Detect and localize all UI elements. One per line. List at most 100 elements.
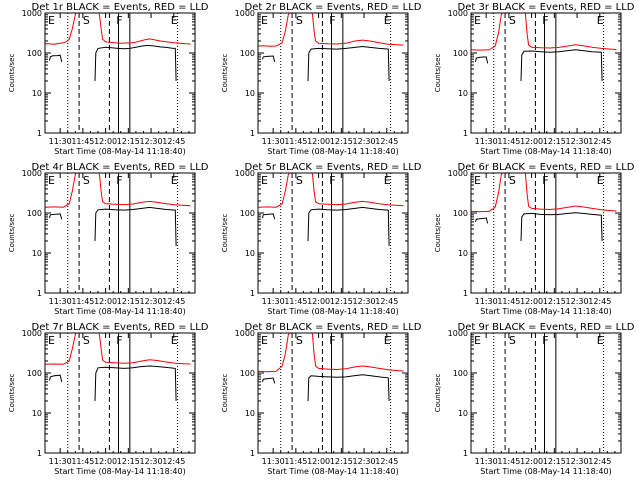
- x-tick-label: 12:00: [94, 297, 117, 306]
- lld-series-line: [258, 173, 404, 208]
- event-marker-label: S: [509, 174, 516, 187]
- event-marker-label: E: [48, 174, 55, 187]
- y-axis-label: Counts/sec: [434, 214, 442, 253]
- panel-title: Det 6r BLACK = Events, RED = LLD: [458, 162, 635, 173]
- x-tick-label: 11:30: [262, 297, 285, 306]
- lld-series-line: [258, 13, 404, 47]
- panel-title: Det 2r BLACK = Events, RED = LLD: [245, 2, 422, 13]
- y-tick-label: 1: [250, 289, 255, 298]
- x-axis-label: Start Time (08-May-14 11:18:40): [267, 467, 398, 476]
- x-tick-label: 12:00: [94, 457, 117, 466]
- y-tick-label: 1: [250, 129, 255, 138]
- x-tick-label: 12:30: [566, 137, 589, 146]
- x-axis-label: Start Time (08-May-14 11:18:40): [480, 147, 611, 156]
- x-tick-label: 11:30: [475, 137, 498, 146]
- plot-frame: [257, 12, 409, 134]
- x-tick-label: 12:00: [520, 137, 543, 146]
- x-tick-label: 11:30: [49, 137, 72, 146]
- event-marker-label: E: [48, 334, 55, 347]
- plot-frame: [470, 332, 622, 454]
- event-marker-label: F: [542, 14, 548, 27]
- y-tick-label: 10: [458, 89, 468, 98]
- y-tick-label: 100: [453, 369, 468, 378]
- events-series-line: [262, 213, 276, 220]
- y-tick-label: 1000: [22, 329, 42, 338]
- y-axis-label: Counts/sec: [8, 374, 16, 413]
- x-tick-label: 11:45: [71, 137, 94, 146]
- y-tick-label: 1000: [235, 329, 255, 338]
- x-tick-label: 12:00: [520, 297, 543, 306]
- event-marker-label: E: [171, 14, 178, 27]
- y-tick-label: 1: [463, 289, 468, 298]
- event-marker-label: F: [116, 174, 122, 187]
- y-tick-label: 10: [32, 89, 42, 98]
- x-tick-label: 11:30: [49, 297, 72, 306]
- event-marker-label: E: [261, 14, 268, 27]
- x-axis-label: Start Time (08-May-14 11:18:40): [480, 467, 611, 476]
- events-series-line: [262, 377, 276, 384]
- x-axis-label: Start Time (08-May-14 11:18:40): [54, 467, 185, 476]
- y-axis-label: Counts/sec: [8, 54, 16, 93]
- plot-frame: [257, 172, 409, 294]
- events-series-line: [475, 217, 489, 224]
- plot-frame: [44, 172, 196, 294]
- event-marker-label: E: [261, 334, 268, 347]
- x-tick-label: 12:00: [94, 137, 117, 146]
- panel-title: Det 7r BLACK = Events, RED = LLD: [32, 322, 209, 333]
- y-tick-label: 1: [250, 449, 255, 458]
- event-marker-label: E: [384, 334, 391, 347]
- events-series-line: [475, 56, 489, 64]
- y-tick-label: 10: [245, 89, 255, 98]
- lld-series-line: [45, 333, 191, 365]
- x-tick-label: 12:45: [588, 457, 611, 466]
- plot-frame: [44, 332, 196, 454]
- x-tick-label: 11:30: [475, 297, 498, 306]
- event-marker-label: E: [474, 14, 481, 27]
- x-axis-label: Start Time (08-May-14 11:18:40): [54, 147, 185, 156]
- y-axis-label: Counts/sec: [434, 374, 442, 413]
- x-tick-label: 11:45: [284, 457, 307, 466]
- plot-frame: [257, 332, 409, 454]
- y-tick-label: 100: [240, 369, 255, 378]
- y-tick-label: 10: [32, 409, 42, 418]
- x-tick-label: 12:45: [162, 297, 185, 306]
- x-axis-label: Start Time (08-May-14 11:18:40): [54, 307, 185, 316]
- x-tick-label: 11:45: [497, 297, 520, 306]
- event-marker-label: F: [329, 334, 335, 347]
- y-tick-label: 10: [32, 249, 42, 258]
- x-tick-label: 12:45: [588, 297, 611, 306]
- x-tick-label: 12:30: [566, 297, 589, 306]
- data-series-group: [45, 13, 191, 82]
- event-marker-label: F: [116, 14, 122, 27]
- data-series-group: [45, 333, 191, 402]
- x-tick-label: 11:45: [284, 137, 307, 146]
- events-series-line: [49, 213, 63, 220]
- x-tick-label: 12:30: [140, 457, 163, 466]
- y-tick-label: 10: [458, 249, 468, 258]
- x-tick-label: 12:00: [307, 297, 330, 306]
- y-tick-label: 100: [453, 209, 468, 218]
- y-tick-label: 100: [27, 49, 42, 58]
- x-tick-label: 12:15: [330, 137, 353, 146]
- event-marker-label: F: [329, 14, 335, 27]
- x-tick-label: 12:15: [543, 137, 566, 146]
- y-tick-label: 100: [27, 369, 42, 378]
- event-marker-label: F: [542, 174, 548, 187]
- x-tick-label: 12:00: [307, 457, 330, 466]
- x-tick-label: 12:45: [375, 137, 398, 146]
- panel-title: Det 1r BLACK = Events, RED = LLD: [32, 2, 209, 13]
- x-tick-label: 12:30: [140, 137, 163, 146]
- x-tick-label: 12:45: [375, 297, 398, 306]
- data-series-group: [45, 173, 191, 247]
- y-tick-label: 1000: [448, 169, 468, 178]
- x-tick-label: 12:45: [162, 137, 185, 146]
- event-marker-label: F: [329, 174, 335, 187]
- x-tick-label: 12:00: [520, 457, 543, 466]
